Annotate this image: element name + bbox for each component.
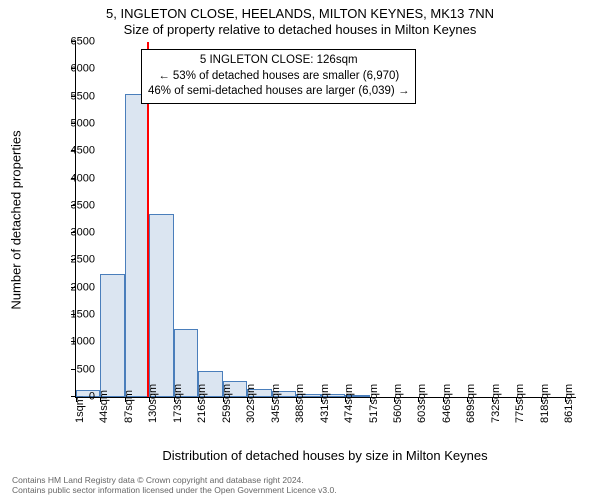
x-tick-label: 646sqm xyxy=(441,413,453,423)
x-tick-label: 44sqm xyxy=(98,413,110,423)
footer-line1: Contains HM Land Registry data © Crown c… xyxy=(12,475,337,486)
y-tick-label: 4500 xyxy=(55,146,95,157)
histogram-bar xyxy=(125,94,149,397)
footer-line2: Contains public sector information licen… xyxy=(12,485,337,496)
x-tick-label: 560sqm xyxy=(392,413,404,423)
x-tick-label: 216sqm xyxy=(196,413,208,423)
x-tick-label: 517sqm xyxy=(368,413,380,423)
callout-line1: 5 INGLETON CLOSE: 126sqm xyxy=(148,53,409,69)
y-tick-label: 2500 xyxy=(55,255,95,266)
y-tick-label: 6000 xyxy=(55,64,95,75)
x-tick-label: 173sqm xyxy=(172,413,184,423)
x-tick-label: 130sqm xyxy=(147,413,159,423)
y-tick-label: 3000 xyxy=(55,228,95,239)
y-tick-label: 4000 xyxy=(55,173,95,184)
y-tick-label: 2000 xyxy=(55,282,95,293)
histogram-bar xyxy=(100,274,124,397)
chart-title: 5, INGLETON CLOSE, HEELANDS, MILTON KEYN… xyxy=(0,6,600,21)
x-tick-label: 302sqm xyxy=(245,413,257,423)
callout-line3: 46% of semi-detached houses are larger (… xyxy=(148,84,409,100)
y-tick-label: 1000 xyxy=(55,337,95,348)
callout-box: 5 INGLETON CLOSE: 126sqm ← 53% of detach… xyxy=(141,49,416,104)
x-tick-label: 818sqm xyxy=(539,413,551,423)
x-axis-label: Distribution of detached houses by size … xyxy=(75,448,575,463)
x-tick-label: 775sqm xyxy=(514,413,526,423)
x-tick-label: 259sqm xyxy=(221,413,233,423)
y-tick-label: 1500 xyxy=(55,310,95,321)
x-tick-label: 431sqm xyxy=(319,413,331,423)
callout-line2: ← 53% of detached houses are smaller (6,… xyxy=(148,69,409,85)
x-tick-label: 388sqm xyxy=(294,413,306,423)
y-tick-label: 5500 xyxy=(55,91,95,102)
plot-area: 5 INGLETON CLOSE: 126sqm ← 53% of detach… xyxy=(75,42,576,398)
x-tick-label: 861sqm xyxy=(563,413,575,423)
x-tick-label: 603sqm xyxy=(416,413,428,423)
x-tick-label: 474sqm xyxy=(343,413,355,423)
y-tick-label: 500 xyxy=(55,364,95,375)
footer-attribution: Contains HM Land Registry data © Crown c… xyxy=(12,475,337,496)
x-tick-label: 345sqm xyxy=(270,413,282,423)
y-tick-label: 6500 xyxy=(55,37,95,48)
x-tick-label: 732sqm xyxy=(490,413,502,423)
x-tick-label: 87sqm xyxy=(123,413,135,423)
y-tick-label: 5000 xyxy=(55,118,95,129)
y-axis-label: Number of detached properties xyxy=(9,130,24,309)
y-tick-label: 3500 xyxy=(55,200,95,211)
histogram-bar xyxy=(149,214,173,397)
x-tick-label: 1sqm xyxy=(74,413,86,423)
x-tick-label: 689sqm xyxy=(465,413,477,423)
